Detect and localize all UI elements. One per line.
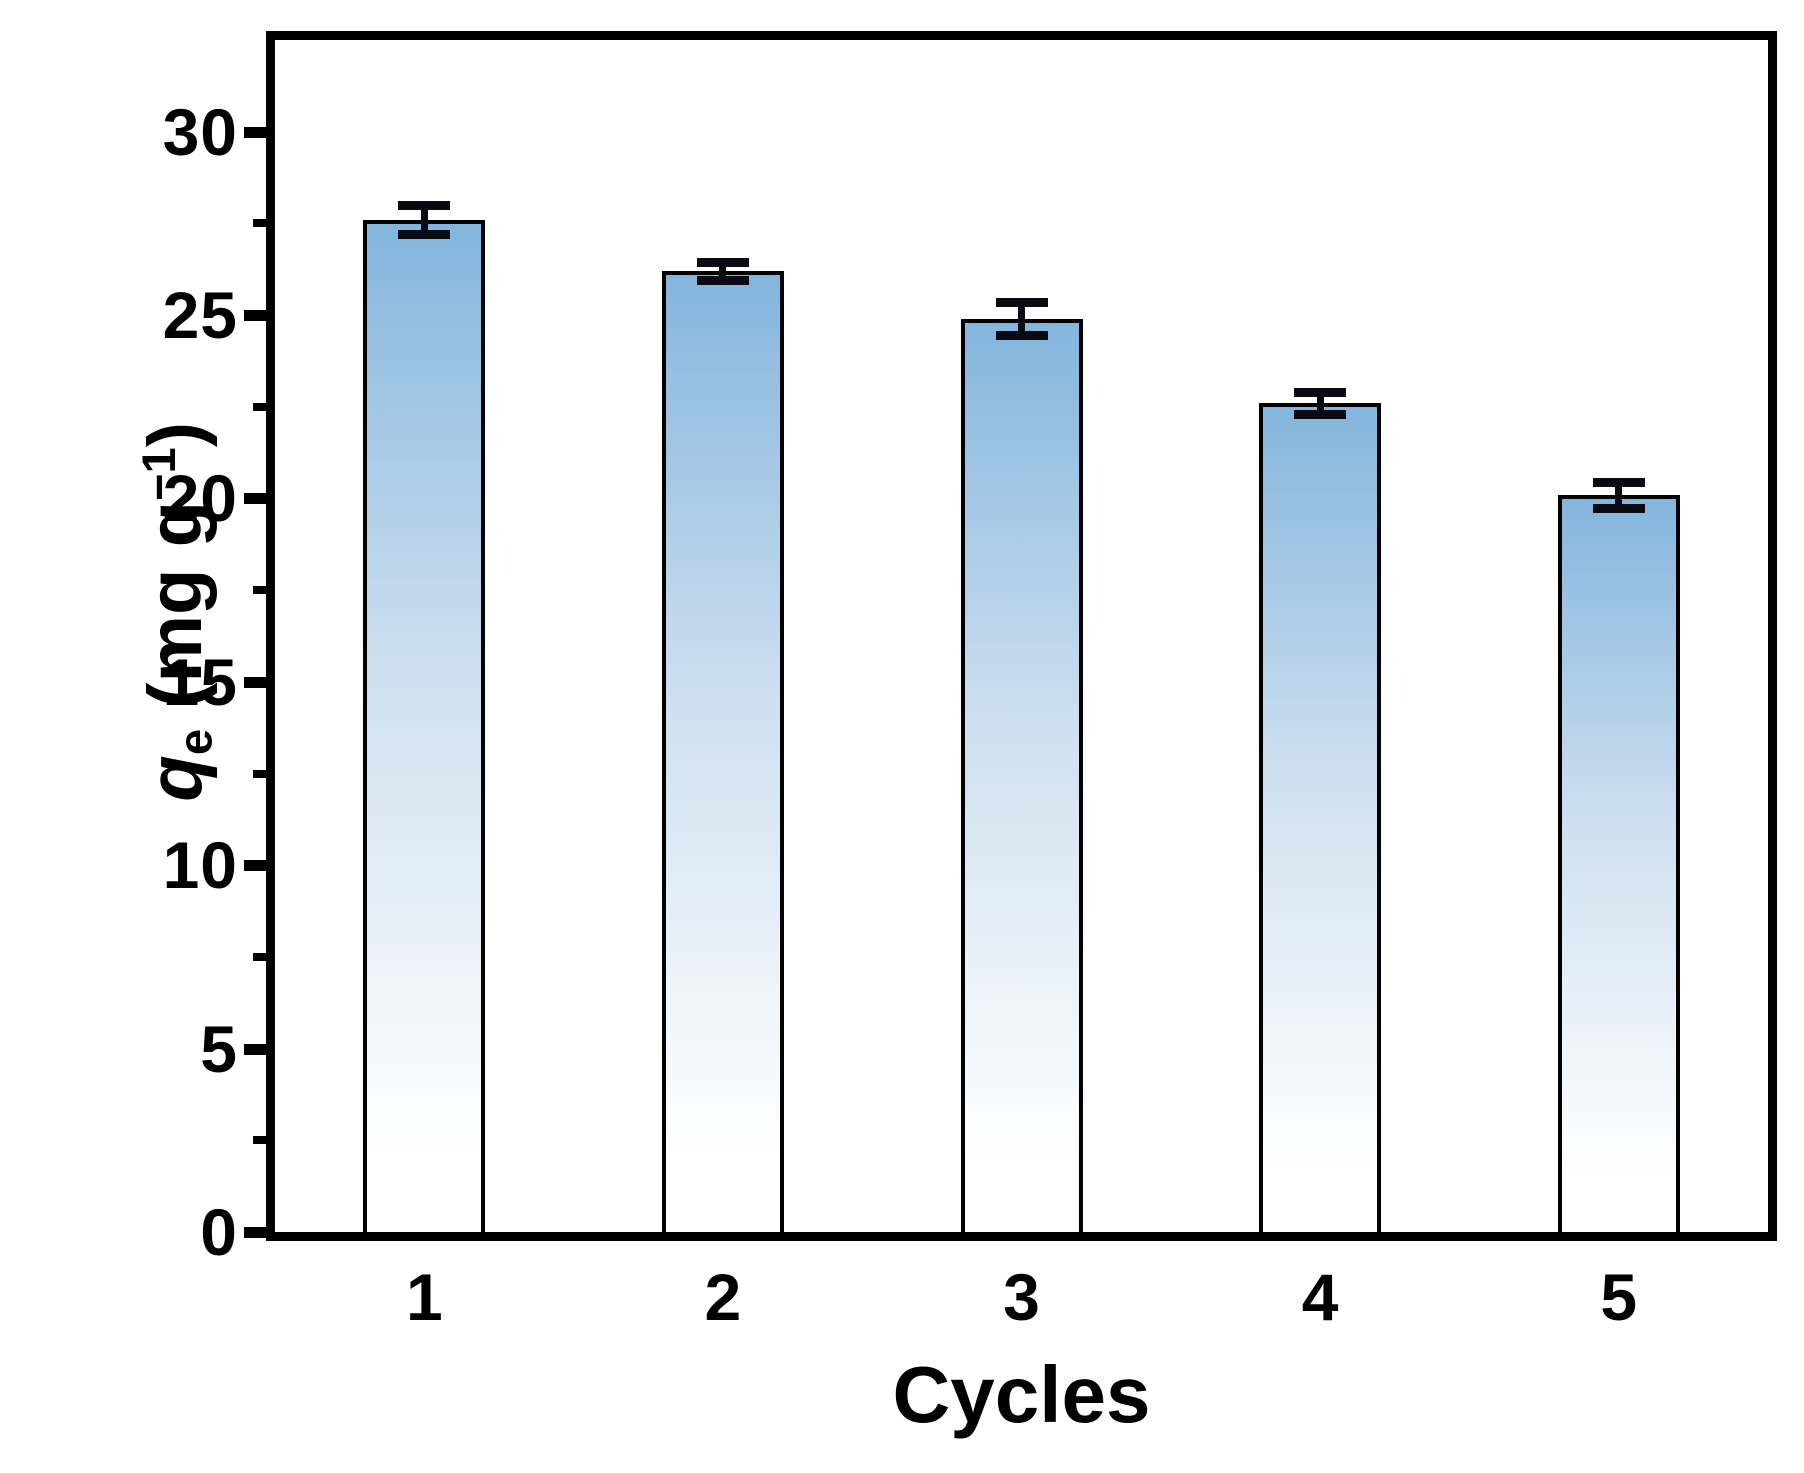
y-axis-major-tick (244, 493, 266, 505)
error-bar-stem (1615, 481, 1623, 508)
y-axis-major-tick (244, 676, 266, 688)
y-axis-minor-tick (253, 952, 266, 961)
y-axis-symbol-subscript: e (168, 728, 222, 756)
y-axis-tick-label: 10 (162, 828, 238, 903)
error-bar-top-cap (398, 201, 451, 211)
y-axis-tick-label: 5 (200, 1011, 238, 1086)
y-axis-tick-label: 20 (162, 461, 238, 536)
y-axis-major-tick (244, 860, 266, 872)
y-axis-minor-tick (253, 219, 266, 228)
error-bar-bottom-cap (1592, 503, 1645, 513)
error-bar-bottom-cap (398, 230, 451, 240)
error-bar-top-cap (995, 298, 1048, 308)
bar-cycle-1 (363, 219, 486, 1232)
error-bar-stem (420, 205, 428, 235)
plot-frame (266, 31, 1777, 1241)
error-bar-bottom-cap (1294, 410, 1347, 420)
y-axis-minor-tick (253, 1136, 266, 1145)
y-axis-tick-label: 0 (200, 1195, 238, 1269)
y-axis-title: qe (mg g−1) (11, 204, 221, 1104)
error-bar-stem (719, 261, 727, 281)
x-axis-title: Cycles (892, 1350, 1151, 1439)
error-bar-bottom-cap (696, 276, 749, 286)
bar-cycle-4 (1259, 403, 1382, 1232)
y-axis-major-tick (244, 1043, 266, 1055)
x-axis-tick-label: 1 (405, 1260, 443, 1334)
bar-cycle-5 (1557, 494, 1680, 1232)
bar-cycle-2 (661, 271, 784, 1232)
error-bar-stem (1316, 392, 1324, 415)
y-axis-major-tick (244, 126, 266, 138)
y-axis-tick-label: 25 (162, 278, 238, 353)
y-axis-symbol: q (133, 755, 218, 802)
bar-cycle-3 (960, 318, 1083, 1232)
y-axis-units-open: (mg g (133, 500, 218, 729)
y-axis-tick-label: 30 (162, 94, 238, 169)
y-axis-minor-tick (253, 402, 266, 411)
x-axis-tick-label: 4 (1301, 1260, 1339, 1334)
error-bar-bottom-cap (995, 331, 1048, 341)
error-bar-stem (1018, 302, 1025, 336)
x-axis-tick-label: 2 (704, 1260, 742, 1334)
error-bar-top-cap (1592, 477, 1645, 487)
y-axis-minor-tick (253, 586, 266, 595)
y-axis-tick-label: 15 (162, 644, 238, 719)
y-axis-units-close: ) (133, 421, 218, 448)
y-axis-minor-tick (253, 769, 266, 778)
error-bar-top-cap (1294, 388, 1347, 398)
y-axis-major-tick (244, 310, 266, 322)
x-axis-tick-label: 5 (1600, 1260, 1638, 1334)
x-axis-tick-label: 3 (1003, 1260, 1040, 1334)
error-bar-top-cap (696, 257, 749, 267)
y-axis-units-exponent: −1 (132, 447, 186, 501)
y-axis-major-tick (244, 1227, 266, 1238)
